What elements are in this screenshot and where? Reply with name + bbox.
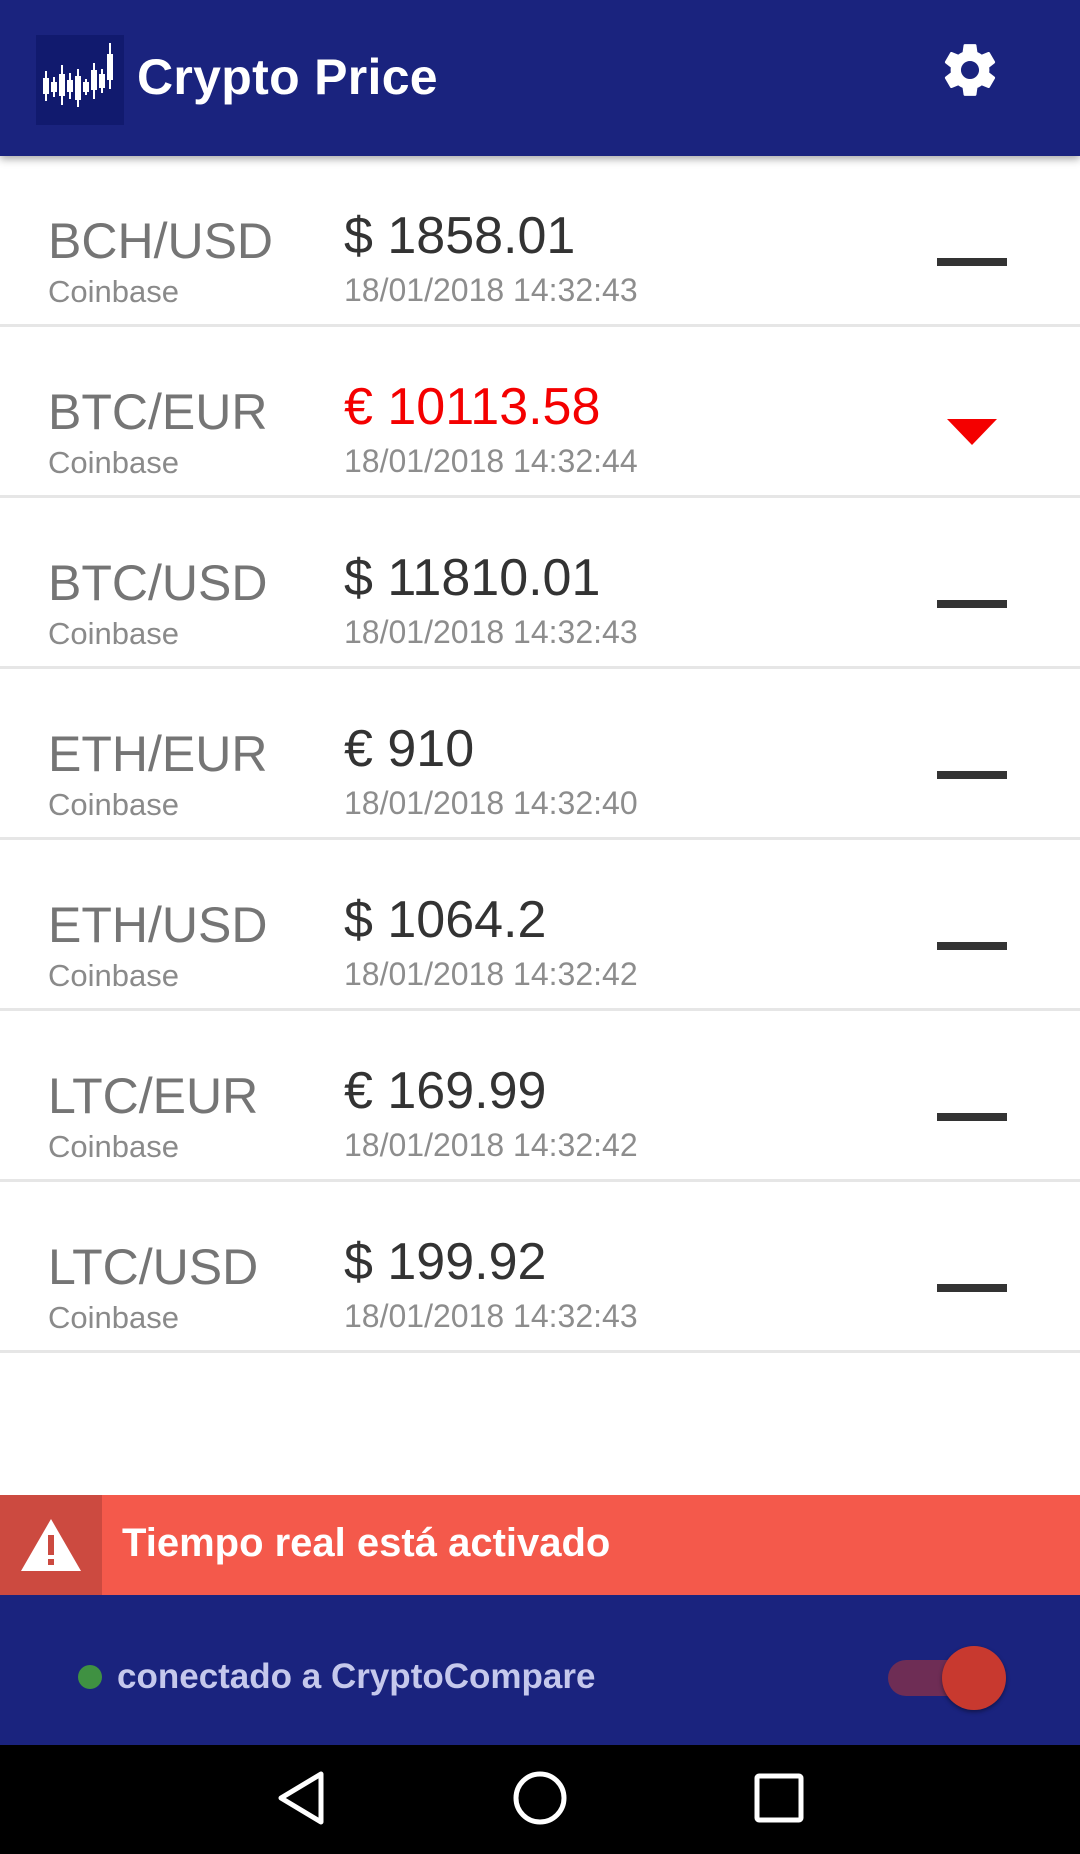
warning-icon [0,1495,102,1595]
trend-flat-icon [937,942,1007,950]
exchange-name: Coinbase [48,616,179,651]
list-item[interactable]: LTC/EUR Coinbase € 169.99 18/01/2018 14:… [0,1011,1080,1182]
connection-status-text: conectado a CryptoCompare [117,1657,596,1696]
banner-text: Tiempo real está activado [122,1521,611,1565]
system-nav-bar [0,1745,1080,1854]
pair-name: BTC/EUR [48,384,268,440]
pair-name: BCH/USD [48,213,274,269]
pair-name: LTC/USD [48,1239,259,1295]
price-timestamp: 18/01/2018 14:32:40 [344,785,638,821]
settings-button[interactable] [934,36,1006,108]
exchange-name: Coinbase [48,958,179,993]
recents-square-icon [754,1773,804,1828]
trend-flat-icon [937,1113,1007,1121]
connection-bar: conectado a CryptoCompare [0,1595,1080,1745]
price-value: € 169.99 [344,1062,547,1120]
price-value: $ 1064.2 [344,891,547,949]
home-circle-icon [512,1770,568,1831]
exchange-name: Coinbase [48,787,179,822]
back-triangle-icon [275,1770,327,1831]
exchange-name: Coinbase [48,274,179,309]
price-value: $ 199.92 [344,1233,547,1291]
pair-name: ETH/EUR [48,726,268,782]
app-title: Crypto Price [137,49,438,105]
recents-button[interactable] [746,1767,812,1833]
connection-status-dot [78,1665,102,1689]
list-item[interactable]: BTC/EUR Coinbase € 10113.58 18/01/2018 1… [0,327,1080,498]
candlestick-chart-icon [36,35,124,125]
price-value: $ 1858.01 [344,207,576,265]
pair-name: ETH/USD [48,897,268,953]
price-value: $ 11810.01 [344,549,601,607]
trend-flat-icon [937,771,1007,779]
trend-flat-icon [937,600,1007,608]
price-timestamp: 18/01/2018 14:32:43 [344,272,638,308]
realtime-banner: Tiempo real está activado [0,1495,1080,1595]
back-button[interactable] [268,1767,334,1833]
gear-icon [939,39,1001,106]
price-timestamp: 18/01/2018 14:32:42 [344,1127,638,1163]
price-value: € 910 [344,720,475,778]
list-item[interactable]: ETH/USD Coinbase $ 1064.2 18/01/2018 14:… [0,840,1080,1011]
trend-down-icon [947,419,997,445]
price-timestamp: 18/01/2018 14:32:43 [344,1298,638,1334]
price-value: € 10113.58 [344,378,601,436]
pair-name: LTC/EUR [48,1068,259,1124]
exchange-name: Coinbase [48,1129,179,1164]
list-item[interactable]: ETH/EUR Coinbase € 910 18/01/2018 14:32:… [0,669,1080,840]
app-bar: Crypto Price [0,0,1080,156]
trend-flat-icon [937,258,1007,266]
price-timestamp: 18/01/2018 14:32:42 [344,956,638,992]
price-timestamp: 18/01/2018 14:32:44 [344,443,638,479]
price-list: BCH/USD Coinbase $ 1858.01 18/01/2018 14… [0,156,1080,1353]
realtime-toggle[interactable] [886,1643,1010,1713]
price-timestamp: 18/01/2018 14:32:43 [344,614,638,650]
exchange-name: Coinbase [48,445,179,480]
list-item[interactable]: BTC/USD Coinbase $ 11810.01 18/01/2018 1… [0,498,1080,669]
list-item[interactable]: LTC/USD Coinbase $ 199.92 18/01/2018 14:… [0,1182,1080,1353]
trend-flat-icon [937,1284,1007,1292]
list-item[interactable]: BCH/USD Coinbase $ 1858.01 18/01/2018 14… [0,156,1080,327]
pair-name: BTC/USD [48,555,268,611]
exchange-name: Coinbase [48,1300,179,1335]
home-button[interactable] [507,1767,573,1833]
toggle-thumb [942,1646,1006,1710]
